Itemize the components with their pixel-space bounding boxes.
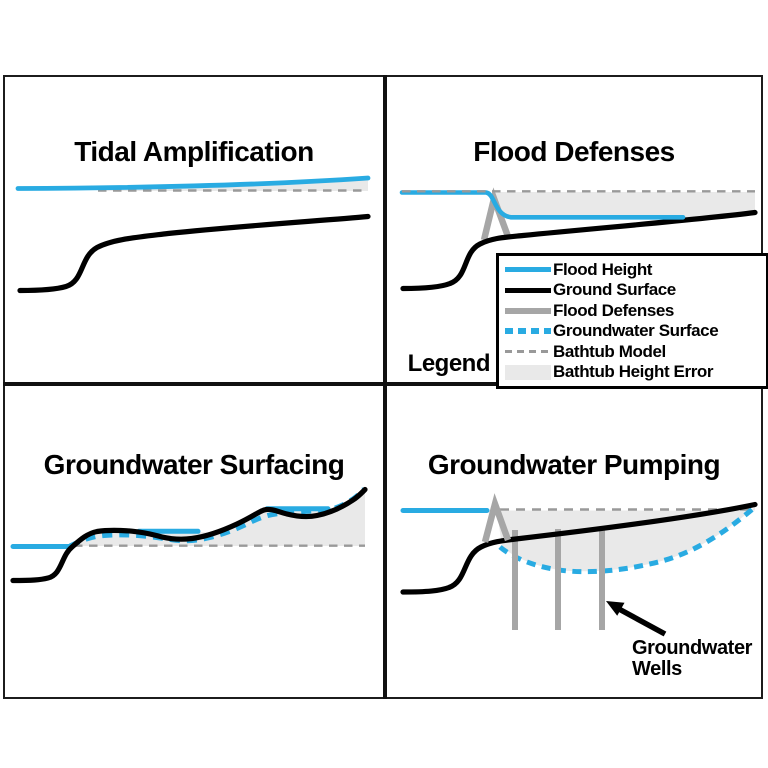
panel-groundwater-surfacing: [10, 486, 368, 584]
legend-item-bathtub-height-error: Bathtub Height Error: [505, 362, 766, 382]
horizontal-divider: [3, 382, 763, 386]
legend-item-flood-defenses: Flood Defenses: [505, 301, 766, 320]
panel-title-groundwater-pumping: Groundwater Pumping: [427, 449, 721, 480]
ground-surface-line: [400, 501, 758, 595]
groundwater-surface-line: [498, 505, 757, 575]
vertical-divider: [383, 75, 387, 699]
panel-title-groundwater-surfacing: Groundwater Surfacing: [43, 449, 345, 480]
panel-title-tidal-amplification: Tidal Amplification: [74, 136, 314, 167]
groundwater-surface-swatch-icon: [505, 328, 551, 335]
ground-surface-swatch-icon: [505, 287, 551, 293]
bathtub-height-error-area: [494, 192, 755, 218]
legend-item-flood-height: Flood Height: [505, 260, 766, 279]
groundwater-wells: [512, 528, 605, 630]
legend-title: Legend: [407, 350, 491, 377]
flood-defense-structure: [481, 493, 512, 543]
flood-height-line: [399, 190, 686, 220]
panel-title-flood-defenses: Flood Defenses: [473, 136, 675, 167]
panel-flood-defenses: [399, 187, 758, 292]
legend-item-ground-surface: Ground Surface: [505, 280, 766, 300]
legend-item-bathtub-model: Bathtub Model: [505, 342, 766, 361]
flood-height-swatch-icon: [505, 267, 551, 273]
ground-surface-line: [10, 486, 368, 584]
flood-defenses-swatch-icon: [505, 307, 551, 314]
wells-arrow-icon: [606, 601, 667, 637]
groundwater-surface-line: [68, 487, 366, 549]
flood-height-line: [15, 175, 371, 191]
ground-surface-line: [400, 209, 758, 292]
panel-tidal-amplification: [15, 175, 371, 294]
bathtub-model-swatch-icon: [505, 350, 551, 354]
bathtub-height-error-area: [497, 507, 755, 572]
legend: Flood Height Ground Surface Flood Defens…: [496, 253, 768, 389]
ground-surface-line: [17, 213, 371, 294]
bathtub-height-error-area: [74, 489, 365, 546]
panel-groundwater-pumping: [400, 493, 758, 637]
bathtub-height-error-area: [100, 178, 368, 191]
legend-item-groundwater-surface: Groundwater Surface: [505, 321, 766, 341]
bathtub-height-error-swatch-icon: [505, 364, 551, 380]
groundwater-wells-label: Groundwater Wells: [632, 637, 753, 680]
